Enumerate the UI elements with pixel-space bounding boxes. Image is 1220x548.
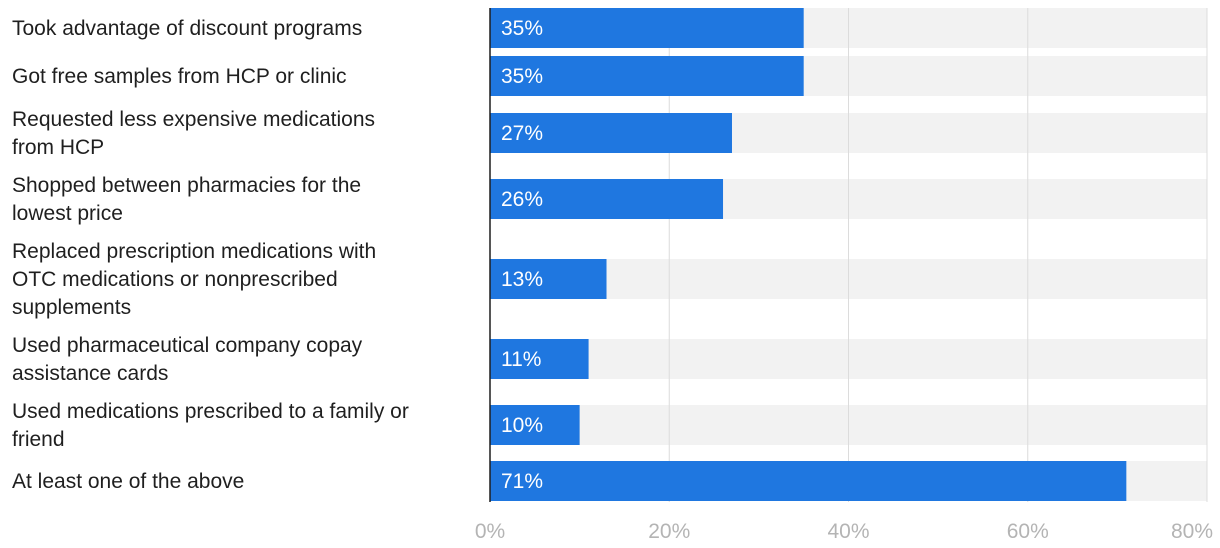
category-label: Requested less expensive medications from… — [12, 108, 375, 159]
category-label: Took advantage of discount programs — [12, 17, 362, 40]
category-label: Replaced prescription medications with OT… — [12, 240, 376, 319]
category-label: Used pharmaceutical company copay assista… — [12, 334, 363, 385]
x-tick-label: 80% — [1171, 520, 1213, 543]
bar — [490, 113, 732, 153]
x-tick-label: 60% — [1007, 520, 1049, 543]
bar-value-label: 26% — [501, 188, 543, 211]
bar — [490, 179, 724, 219]
bar — [490, 405, 580, 445]
bar-value-label: 11% — [501, 348, 541, 371]
bar — [490, 461, 1127, 501]
bar — [490, 56, 804, 96]
x-tick-label: 0% — [475, 520, 505, 543]
x-tick-label: 40% — [827, 520, 869, 543]
bar — [490, 259, 607, 299]
bar-value-label: 13% — [501, 268, 543, 291]
bar — [490, 8, 804, 48]
x-tick-label: 20% — [648, 520, 690, 543]
bar-value-label: 10% — [501, 414, 543, 437]
bar-value-label: 35% — [501, 65, 543, 88]
category-label: At least one of the above — [12, 470, 244, 493]
category-label: Got free samples from HCP or clinic — [12, 65, 347, 88]
category-label: Used medications prescribed to a family … — [12, 400, 409, 451]
bar-value-label: 35% — [501, 17, 543, 40]
bar-value-label: 27% — [501, 122, 543, 145]
bar-value-label: 71% — [501, 470, 543, 493]
bar — [490, 339, 589, 379]
category-label: Shopped between pharmacies for the lowest… — [12, 174, 361, 225]
